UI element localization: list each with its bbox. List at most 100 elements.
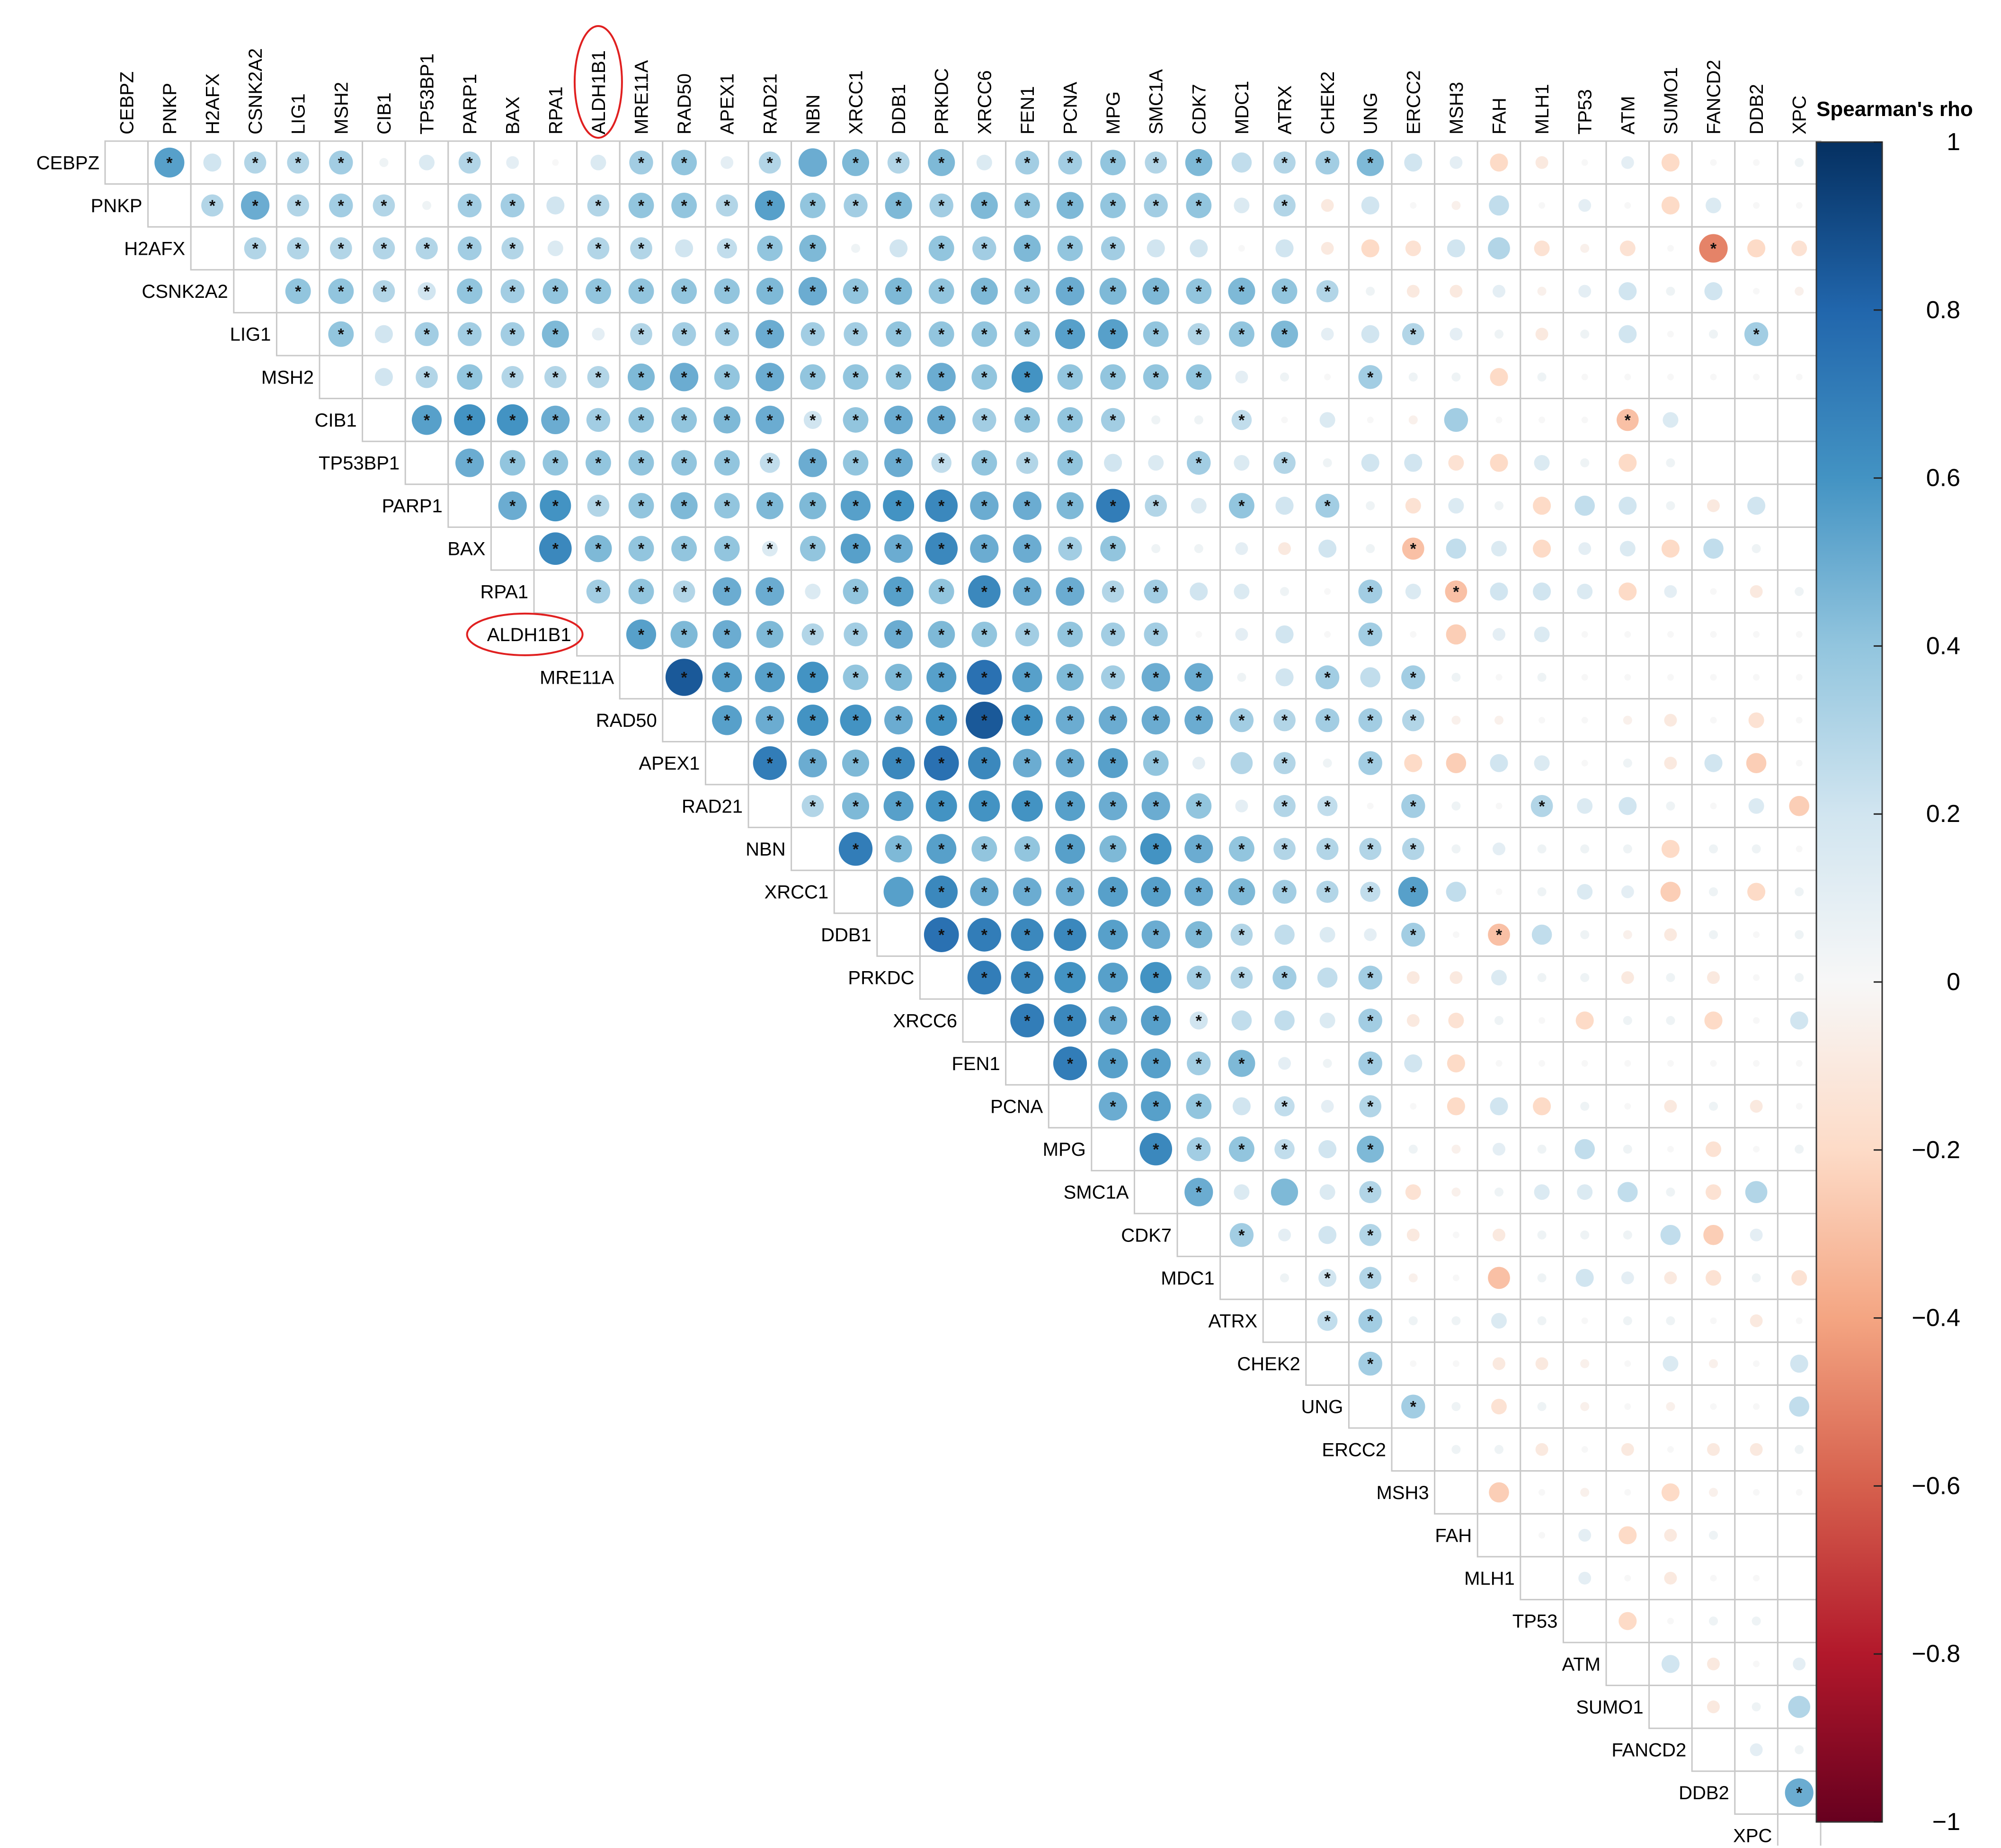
correlation-circle	[928, 149, 955, 176]
row-label: NBN	[746, 839, 785, 860]
correlation-circle	[1796, 759, 1803, 767]
colorbar-tick-label: −0.4	[1912, 1304, 1960, 1332]
correlation-circle	[1056, 663, 1084, 691]
correlation-circle	[1401, 665, 1425, 689]
correlation-circle	[1493, 842, 1505, 856]
significance-star: *	[853, 540, 859, 558]
significance-star: *	[981, 626, 988, 644]
correlation-circle	[1494, 330, 1504, 339]
significance-star: *	[1196, 197, 1202, 215]
correlation-circle	[1404, 153, 1423, 172]
correlation-circle	[1710, 631, 1717, 638]
significance-star: *	[552, 411, 559, 429]
correlation-circle	[925, 875, 958, 908]
correlation-circle	[1014, 234, 1041, 262]
correlation-circle	[800, 322, 825, 346]
correlation-circle	[1788, 1696, 1811, 1718]
row-label: H2AFX	[124, 239, 185, 259]
significance-star: *	[509, 368, 516, 386]
correlation-circle	[1319, 927, 1335, 943]
column-label: CHEK2	[1317, 71, 1338, 134]
significance-star: *	[724, 712, 730, 730]
correlation-circle	[1624, 374, 1631, 381]
significance-star: *	[1367, 1226, 1374, 1244]
correlation-circle	[1753, 1017, 1760, 1024]
correlation-circle	[843, 664, 869, 690]
correlation-circle	[497, 404, 528, 436]
correlation-circle	[542, 321, 569, 348]
column-label: PRKDC	[932, 68, 952, 134]
column-label: XPC	[1789, 96, 1810, 134]
grid-cell	[1777, 483, 1822, 528]
correlation-circle	[1619, 582, 1637, 601]
correlation-circle	[1448, 455, 1464, 471]
colorbar-tick-label: 0.8	[1926, 296, 1960, 324]
significance-star: *	[1024, 540, 1031, 558]
correlation-circle	[1321, 199, 1334, 212]
correlation-circle	[1577, 583, 1593, 599]
correlation-circle	[1056, 749, 1085, 777]
correlation-circle	[1580, 973, 1590, 982]
significance-star: *	[1110, 797, 1116, 815]
grid-cell	[1562, 1598, 1607, 1643]
grid-cell	[791, 827, 835, 871]
correlation-circle	[1491, 1313, 1507, 1329]
correlation-circle	[203, 153, 222, 172]
correlation-circle	[1660, 1225, 1681, 1245]
grid-cell	[1048, 1084, 1093, 1129]
row-label: RAD21	[682, 796, 743, 817]
correlation-circle	[799, 234, 827, 262]
correlation-circle	[925, 489, 958, 522]
correlation-circle	[1539, 416, 1546, 423]
correlation-circle	[1098, 792, 1128, 821]
correlation-circle	[1234, 583, 1250, 599]
correlation-circle	[1013, 491, 1042, 520]
row-label: XRCC1	[765, 882, 829, 903]
significance-star: *	[681, 669, 687, 687]
row-label: ERCC2	[1322, 1439, 1386, 1460]
correlation-circle	[1661, 539, 1680, 558]
correlation-circle	[1234, 197, 1250, 214]
significance-star: *	[895, 154, 902, 172]
correlation-circle	[1186, 364, 1212, 390]
significance-star: *	[895, 712, 902, 730]
grid-cell	[1305, 1341, 1350, 1386]
significance-star: *	[1024, 283, 1031, 301]
grid-cell	[1305, 569, 1350, 614]
correlation-circle	[1753, 1060, 1760, 1067]
correlation-circle	[1056, 192, 1084, 219]
correlation-circle	[1144, 193, 1168, 218]
correlation-circle	[1098, 876, 1128, 907]
significance-star: *	[1539, 797, 1545, 815]
correlation-circle	[1405, 583, 1421, 599]
correlation-circle	[1406, 1228, 1420, 1241]
correlation-circle	[1451, 1144, 1461, 1154]
correlation-circle	[1667, 330, 1674, 338]
correlation-circle	[287, 237, 310, 259]
correlation-circle	[1141, 792, 1170, 821]
significance-star: *	[595, 540, 602, 558]
significance-star: *	[767, 626, 774, 644]
significance-star: *	[1067, 926, 1074, 944]
significance-star: *	[1238, 326, 1245, 344]
correlation-circle	[1014, 278, 1040, 304]
correlation-circle	[1494, 501, 1504, 510]
correlation-circle	[1490, 454, 1508, 472]
correlation-circle	[1231, 152, 1252, 173]
correlation-circle	[1623, 1016, 1632, 1025]
correlation-circle	[1748, 712, 1764, 728]
correlation-circle	[540, 490, 571, 522]
correlation-circle	[884, 620, 913, 649]
correlation-circle	[669, 363, 699, 392]
row-label: MDC1	[1161, 1268, 1214, 1289]
correlation-circle	[411, 405, 442, 435]
significance-star: *	[681, 411, 687, 429]
correlation-circle	[1358, 708, 1382, 732]
correlation-circle	[1531, 924, 1552, 945]
correlation-circle	[1578, 199, 1592, 212]
correlation-circle	[1404, 1054, 1423, 1072]
grid-cell	[1734, 655, 1779, 700]
correlation-circle	[552, 159, 559, 166]
column-label: UNG	[1361, 92, 1381, 134]
correlation-circle	[1451, 1316, 1461, 1326]
